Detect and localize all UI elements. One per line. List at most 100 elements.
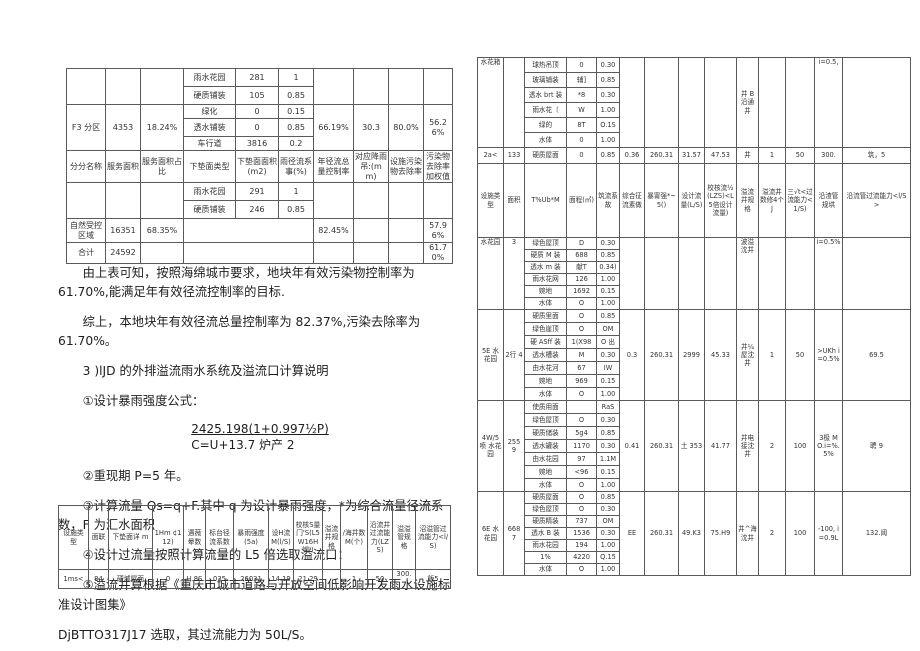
table-cell: 5E 水花园 (477, 309, 504, 401)
table-cell: IW (596, 361, 620, 375)
table-cell (313, 242, 354, 264)
table-cell: 雨水花园 (524, 539, 567, 552)
table-cell: 雨水花网 (524, 273, 567, 286)
table-cell: <96 (566, 465, 597, 479)
table-cell: 1.1M (596, 452, 620, 466)
table-cell: 26031 (233, 569, 269, 589)
table-cell: 雨径流系事(%) (278, 150, 314, 183)
table-cell: 41.77 (704, 400, 737, 492)
table-cell (423, 182, 453, 219)
table-cell (785, 57, 815, 148)
table-cell: *8 (566, 87, 597, 103)
table-cell: 1ms< (58, 569, 89, 589)
table-cell: 1 (278, 68, 314, 87)
table-cell: D (566, 237, 597, 250)
table-cell (704, 57, 737, 148)
table-cell (140, 242, 184, 264)
formula-numerator: 2425.198(1+0.997½P) (191, 422, 329, 437)
table-cell: 溢流井数修4个J (758, 163, 786, 238)
table-cell: O (566, 491, 597, 504)
table-cell: 透水槽装 (524, 348, 567, 362)
table-cell: OM (596, 515, 620, 528)
table-cell: RaS (596, 400, 620, 414)
table-cell: 婉地 (524, 285, 567, 298)
table-cell: 260.31 (644, 400, 679, 492)
table-cell (388, 182, 424, 219)
table-cell (388, 242, 424, 264)
table-cell: O (566, 478, 597, 492)
table-cell: 沿流管过流能力<l/S> (842, 163, 911, 238)
table-cell: 255 9 (503, 400, 525, 492)
table-cell: 688 (566, 249, 597, 262)
table-cell: 标台径流系数 (205, 505, 234, 570)
table-cell: 硬质屋面 (524, 491, 567, 504)
table-cell (388, 218, 424, 243)
table-cell (313, 68, 354, 105)
table-cell: 5g4 (566, 426, 597, 440)
table-cell: 0.15 (596, 465, 620, 479)
table-cell (503, 57, 525, 148)
table-cell: 126 (566, 273, 597, 286)
table-cell: 献T (566, 261, 597, 274)
table-cell: 合计 (66, 242, 106, 264)
table-cell: 污染物去除率加权值 (423, 150, 453, 183)
table-cell: 1.00 (596, 539, 620, 552)
table-cell: 溢流井规格 (736, 163, 759, 238)
table-cell: /海井数M(个) (340, 505, 368, 570)
table-cell: 50 (785, 309, 815, 401)
table-cell: 硬质精装 (524, 515, 567, 528)
table-cell: 波溢沈井 (736, 237, 759, 310)
table-cell: 2999 (678, 309, 705, 401)
table-cell: 4W/5 喷 水花园 (477, 400, 504, 492)
table-cell: 水体 (524, 563, 567, 576)
table-cell: 透水铺装 (183, 118, 236, 137)
table-cell: 设施污染物去除率 (388, 150, 424, 183)
table-cell: 105 (235, 86, 279, 105)
table-cell: 服务面积 (105, 150, 141, 183)
table-cell: 1692 (566, 285, 597, 298)
overflow-calc-table-left: 设施类型 面联 下垫面详 m 1Hm ¢112) 遇薇晕数 标台径流系数 暴雨强度(5a) 设… (58, 505, 451, 589)
table-cell: 井^海沈井 (736, 491, 759, 576)
table-cell: 水体 (524, 132, 567, 148)
table-cell: 1.00 (596, 132, 620, 148)
table-cell: 47.53 (704, 147, 737, 164)
table-cell: 61.70% (423, 242, 453, 264)
table-cell: Q.15 (596, 551, 620, 564)
table-cell: 100 (785, 491, 815, 576)
table-cell: M (566, 348, 597, 362)
table-cell: 66.19% (313, 104, 354, 151)
table-cell: 260.31 (644, 309, 679, 401)
table-cell: 737 (566, 515, 597, 528)
table-cell: 035 (205, 569, 234, 589)
table-cell: 车行道 (183, 136, 236, 151)
table-cell: 0.85 (278, 118, 314, 137)
table-cell: 井 B 沿通井 (736, 57, 759, 148)
table-cell: 1(X98 (566, 335, 597, 349)
table-cell: 绿化 (183, 104, 236, 119)
table-cell (353, 182, 389, 219)
table-cell: 井¼屋沈井 (736, 309, 759, 401)
table-cell: 下垫面详 m (108, 505, 153, 570)
table-cell: 水体 (524, 297, 567, 310)
table-cell (388, 68, 424, 105)
paragraph-storm-formula-label: ①设计暴雨强度公式： (82, 394, 205, 409)
table-cell: 年径流总量控制率 (313, 150, 354, 183)
table-cell: 30.3 (353, 104, 389, 151)
table-cell: 面程(㎡) (566, 163, 597, 238)
table-cell: 自然受控区域 (66, 218, 106, 243)
table-cell: 0.85 (596, 491, 620, 504)
table-cell: 0.15 (596, 374, 620, 388)
table-cell: 246 (235, 200, 279, 219)
table-cell: 暴雨强度(5a) (233, 505, 269, 570)
paragraph-return-period: ②重现期 P=5 年。 (82, 469, 189, 484)
table-cell: O (566, 503, 597, 516)
table-cell: 水花园 (477, 237, 504, 310)
table-cell: 水花箱 (477, 57, 504, 148)
table-cell (619, 237, 645, 310)
table-cell: 设施类型 (58, 505, 89, 570)
table-cell: 设H流M(l/S) (268, 505, 294, 570)
table-cell: 0.30 (596, 527, 620, 540)
table-cell: 沿渣管规垬 (814, 163, 843, 238)
table-cell: 2行 4 (503, 309, 525, 401)
